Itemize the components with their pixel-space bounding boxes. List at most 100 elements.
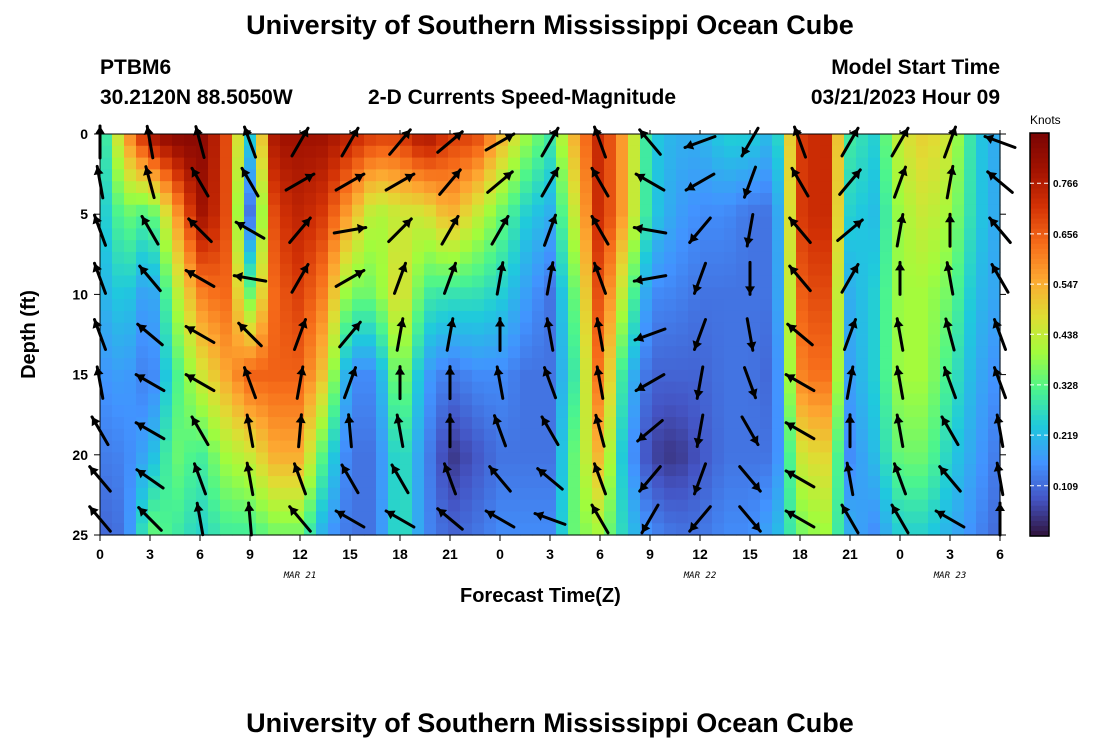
heatmap-cell <box>796 440 809 454</box>
colorbar-segment <box>1030 410 1049 416</box>
heatmap-cell <box>172 523 185 536</box>
heatmap-cell <box>112 499 125 513</box>
arrow-head <box>442 463 452 474</box>
heatmap-cell <box>580 275 593 288</box>
heatmap-cell <box>532 216 545 229</box>
heatmap-cell <box>208 251 221 265</box>
current-vector-arrow <box>295 413 306 449</box>
heatmap-cell <box>904 369 917 383</box>
heatmap-cell <box>172 192 185 206</box>
heatmap-cell <box>916 204 929 218</box>
heatmap-cell <box>664 310 677 324</box>
heatmap-cell <box>676 511 689 524</box>
heatmap-cell <box>184 275 197 288</box>
heatmap-cell <box>280 346 293 359</box>
heatmap-cell <box>304 405 317 418</box>
heatmap-cell <box>604 287 617 300</box>
heatmap-cell <box>664 204 677 218</box>
heatmap-cell <box>208 487 221 501</box>
heatmap-cell <box>424 405 437 418</box>
heatmap-cell <box>580 452 593 465</box>
heatmap-cell <box>964 134 977 147</box>
heatmap-cell <box>928 440 941 454</box>
heatmap-cell <box>436 428 449 442</box>
heatmap-cell <box>880 216 893 229</box>
heatmap-cell <box>220 275 233 288</box>
heatmap-cell <box>124 334 137 347</box>
heatmap-cell <box>532 346 545 359</box>
heatmap-cell <box>172 499 185 513</box>
heatmap-cell <box>208 464 221 477</box>
heatmap-cell <box>508 145 521 159</box>
arrow-head <box>745 286 755 295</box>
heatmap-cell <box>592 310 605 324</box>
heatmap-cell <box>700 228 713 241</box>
heatmap-cell <box>592 299 605 312</box>
current-vector-arrow <box>495 317 505 352</box>
heatmap-cell <box>484 487 497 501</box>
heatmap-cell <box>592 287 605 300</box>
heatmap-cell <box>364 523 377 536</box>
heatmap-cell <box>148 358 161 371</box>
current-vector-arrow <box>632 274 668 285</box>
heatmap-cell <box>820 499 833 513</box>
heatmap-cell <box>760 192 773 206</box>
current-vector-arrow <box>784 373 816 393</box>
heatmap-cell <box>724 287 737 300</box>
heatmap-cell <box>220 452 233 465</box>
heatmap-cell <box>304 157 317 170</box>
heatmap-cell <box>304 310 317 324</box>
heatmap-cell <box>316 287 329 300</box>
heatmap-cell <box>748 346 761 359</box>
heatmap-cell <box>532 440 545 454</box>
heatmap-cell <box>904 204 917 218</box>
arrow-head <box>136 374 146 383</box>
heatmap-cell <box>676 228 689 241</box>
heatmap-cell <box>196 310 209 324</box>
heatmap-cell <box>580 216 593 229</box>
heatmap-cell <box>532 452 545 465</box>
colorbar-segment <box>1030 153 1049 159</box>
heatmap-cell <box>280 358 293 371</box>
heatmap-cell <box>628 263 641 277</box>
heatmap-cell <box>100 263 113 277</box>
heatmap-cell <box>484 310 497 324</box>
heatmap-cell <box>232 476 245 489</box>
heatmap-cell <box>928 499 941 513</box>
heatmap-cell <box>832 216 845 229</box>
heatmap-cell <box>160 322 173 336</box>
colorbar-segment <box>1030 163 1049 169</box>
heatmap-cell <box>688 499 701 513</box>
heatmap-cell <box>640 299 653 312</box>
heatmap-cell <box>172 251 185 265</box>
colorbar-segment <box>1030 359 1049 366</box>
current-vector-arrow <box>288 216 312 244</box>
heatmap-cell <box>364 511 377 524</box>
heatmap-cell <box>604 405 617 418</box>
heatmap-cell <box>124 405 137 418</box>
heatmap-cell <box>304 393 317 406</box>
colorbar-segment <box>1030 178 1049 184</box>
heatmap-cell <box>832 240 845 253</box>
heatmap-cell <box>820 464 833 477</box>
heatmap-cell <box>196 322 209 336</box>
heatmap-cell <box>952 216 965 229</box>
heatmap-cell <box>964 240 977 253</box>
arrow-head <box>341 465 351 475</box>
heatmap-cell <box>616 358 629 371</box>
current-vector-arrow <box>492 414 507 448</box>
heatmap-cell <box>916 228 929 241</box>
heatmap-cell <box>472 204 485 218</box>
heatmap-cell <box>664 157 677 170</box>
y-axis-title: Depth (ft) <box>17 290 40 379</box>
heatmap-cell <box>256 169 269 182</box>
heatmap-cell <box>508 240 521 253</box>
heatmap-cell <box>472 369 485 383</box>
heatmap-cell <box>892 299 905 312</box>
heatmap-cell <box>976 263 989 277</box>
heatmap-cell <box>316 487 329 501</box>
heatmap-cell <box>760 251 773 265</box>
heatmap-cell <box>976 499 989 513</box>
heatmap-cell <box>568 157 581 170</box>
heatmap-cell <box>808 216 821 229</box>
